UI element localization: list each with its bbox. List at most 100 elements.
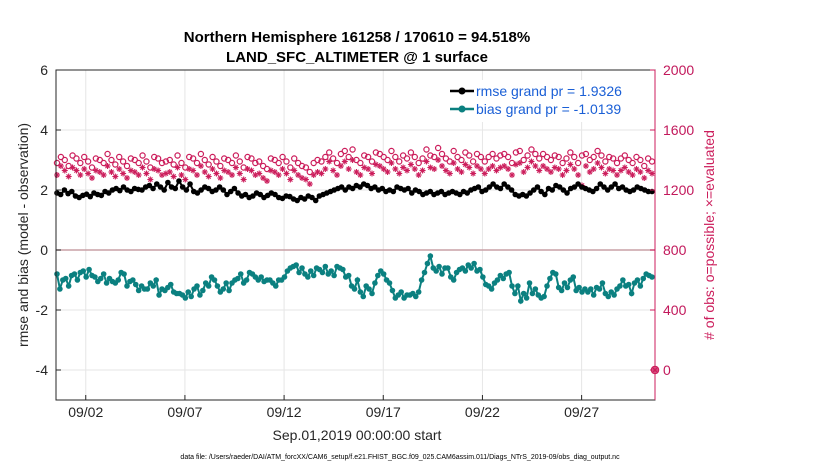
right-tick-label-0: 2000 xyxy=(663,62,694,78)
bias-point-191 xyxy=(611,292,617,298)
obs-possible-point-111 xyxy=(485,153,492,161)
obs-possible-point-59 xyxy=(283,158,290,165)
obs-possible-point-142 xyxy=(606,153,613,161)
obs-evaluated-point-139 xyxy=(594,160,601,166)
obs-evaluated-point-85 xyxy=(384,169,391,175)
bias-point-17 xyxy=(103,280,110,286)
bias-point-149 xyxy=(488,286,495,292)
obs-evaluated-point-52 xyxy=(256,170,263,177)
obs-possible-point-8 xyxy=(84,158,92,165)
obs-possible-point-115 xyxy=(501,150,508,158)
bias-point-171 xyxy=(552,271,559,277)
obs-possible-point-119 xyxy=(516,147,523,155)
obs-evaluated-point-84 xyxy=(380,166,387,172)
obs-possible-point-77 xyxy=(353,156,360,164)
obs-possible-point-38 xyxy=(201,156,208,164)
obs-possible-point-53 xyxy=(259,162,267,170)
obs-possible-point-130 xyxy=(559,159,566,167)
obs-possible-point-23 xyxy=(143,158,150,165)
legend-rmse-marker xyxy=(458,87,466,95)
bias-point-4 xyxy=(65,283,72,289)
obs-possible-point-45 xyxy=(228,159,236,167)
bias-point-177 xyxy=(570,274,577,280)
x-tick-label-4: 09/22 xyxy=(465,404,500,420)
bias-point-58 xyxy=(223,280,229,286)
bias-point-63 xyxy=(237,271,244,277)
obs-possible-point-61 xyxy=(291,155,298,162)
bias-point-201 xyxy=(640,275,647,282)
bias-point-130 xyxy=(433,268,439,274)
obs-evaluated-point-62 xyxy=(295,172,302,178)
obs-evaluated-point-48 xyxy=(240,176,247,183)
bias-point-49 xyxy=(197,292,203,298)
obs-possible-point-66 xyxy=(310,159,317,167)
obs-evaluated-point-92 xyxy=(411,166,418,172)
left-tick-label-3: 0 xyxy=(40,242,48,258)
obs-possible-point-125 xyxy=(539,150,547,158)
obs-evaluated-point-147 xyxy=(625,169,632,175)
obs-evaluated-point-100 xyxy=(442,167,449,174)
obs-evaluated-point-53 xyxy=(260,175,267,181)
obs-evaluated-point-12 xyxy=(100,172,107,178)
rmse-point-17 xyxy=(117,187,123,194)
bias-point-161 xyxy=(523,295,530,301)
obs-evaluated-point-138 xyxy=(590,166,597,172)
obs-possible-point-96 xyxy=(427,152,434,159)
obs-evaluated-point-38 xyxy=(201,169,208,175)
obs-evaluated-point-152 xyxy=(645,167,652,174)
obs-evaluated-point-97 xyxy=(431,166,438,172)
obs-evaluated-point-14 xyxy=(108,169,115,175)
obs-evaluated-point-111 xyxy=(485,166,492,172)
bias-point-88 xyxy=(310,272,317,279)
bias-point-103 xyxy=(354,277,361,283)
obs-possible-point-143 xyxy=(609,155,617,162)
obs-evaluated-point-127 xyxy=(547,169,554,175)
rmse-point-91 xyxy=(390,188,397,195)
bias-point-179 xyxy=(576,284,582,291)
bias-point-107 xyxy=(366,286,372,292)
bias-point-124 xyxy=(415,289,422,295)
obs-evaluated-point-150 xyxy=(637,169,644,175)
obs-evaluated-point-29 xyxy=(166,169,173,175)
obs-possible-point-116 xyxy=(504,153,512,161)
obs-possible-point-122 xyxy=(528,146,535,153)
obs-possible-point-74 xyxy=(341,147,348,155)
x-tick-label-2: 09/12 xyxy=(267,404,302,420)
obs-possible-point-114 xyxy=(497,152,504,159)
obs-possible-point-7 xyxy=(81,153,88,161)
obs-evaluated-point-64 xyxy=(302,176,309,183)
bias-point-35 xyxy=(156,292,162,298)
bias-point-7 xyxy=(74,277,81,283)
obs-evaluated-point-99 xyxy=(439,163,446,169)
left-tick-label-0: 6 xyxy=(40,62,48,78)
obs-evaluated-point-24 xyxy=(147,176,154,183)
obs-evaluated-point-129 xyxy=(555,166,562,172)
bias-point-45 xyxy=(185,289,192,295)
obs-evaluated-point-11 xyxy=(96,169,103,175)
obs-evaluated-point-36 xyxy=(193,172,200,178)
obs-possible-point-145 xyxy=(617,155,625,162)
bias-point-48 xyxy=(194,283,200,289)
bias-point-91 xyxy=(319,269,326,276)
obs-evaluated-point-121 xyxy=(524,164,531,171)
obs-evaluated-point-81 xyxy=(369,170,376,177)
obs-possible-point-12 xyxy=(100,159,107,167)
obs-evaluated-point-101 xyxy=(446,170,453,177)
bias-point-168 xyxy=(544,283,550,289)
obs-evaluated-point-120 xyxy=(520,169,527,175)
bias-point-156 xyxy=(509,283,515,289)
bias-point-155 xyxy=(506,269,512,276)
obs-possible-point-97 xyxy=(431,153,438,161)
obs-possible-point-135 xyxy=(578,152,586,159)
obs-evaluated-point-123 xyxy=(532,163,539,169)
obs-possible-point-18 xyxy=(123,162,131,170)
obs-possible-point-56 xyxy=(271,156,278,164)
obs-evaluated-point-58 xyxy=(279,166,286,172)
obs-evaluated-point-15 xyxy=(112,173,119,180)
obs-evaluated-point-57 xyxy=(275,172,282,178)
obs-evaluated-point-21 xyxy=(135,172,142,178)
obs-evaluated-point-65 xyxy=(306,181,313,187)
rmse-point-45 xyxy=(220,187,227,193)
obs-possible-point-90 xyxy=(403,155,411,162)
obs-evaluated-point-78 xyxy=(357,172,364,178)
